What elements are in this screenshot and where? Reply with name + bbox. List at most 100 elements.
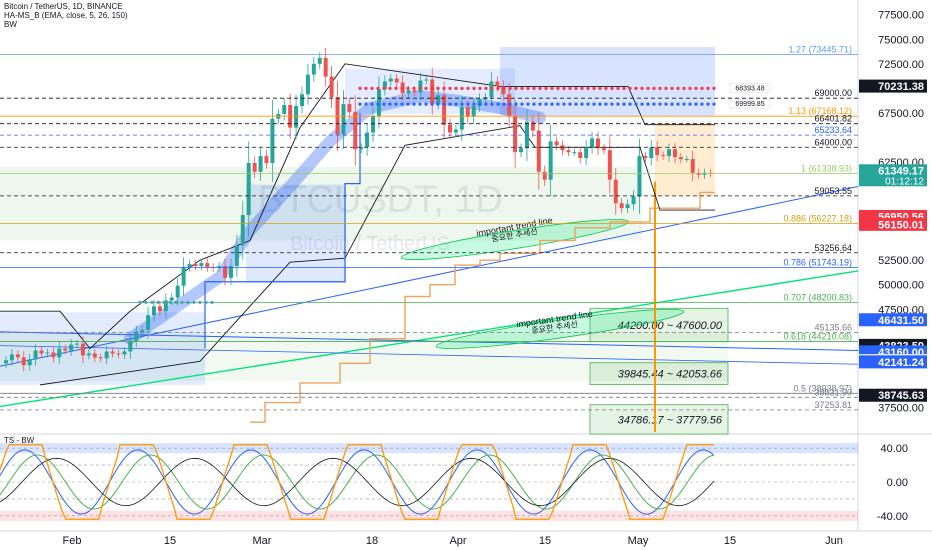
candle — [661, 155, 666, 157]
dotted-level-marker — [412, 86, 416, 90]
candle — [300, 94, 304, 107]
candle — [566, 150, 571, 153]
price-zone-label-3: 34786.17 ~ 37779.56 — [618, 414, 723, 426]
candle — [678, 157, 683, 160]
dotted-level-marker — [592, 102, 596, 106]
dotted-level-marker — [592, 86, 596, 90]
indicator-tick-label: -40.00 — [877, 511, 908, 523]
candle — [649, 147, 654, 159]
level-label: 1 (61338.93) — [801, 163, 852, 173]
price-tick-label: 67500.00 — [878, 108, 924, 120]
price-badge-label: 42141.24 — [878, 357, 925, 369]
dotted-level-label-1: 69999.85 — [735, 101, 764, 108]
candle — [63, 348, 68, 351]
candle — [21, 357, 26, 366]
dotted-level-marker — [700, 86, 704, 90]
dotted-level-marker — [490, 102, 494, 106]
candle — [329, 76, 334, 98]
candle — [199, 263, 204, 267]
zone-green-upper — [0, 166, 642, 241]
dotted-level-marker — [688, 86, 692, 90]
dotted-level-marker — [544, 102, 548, 106]
dotted-level-marker — [466, 86, 470, 90]
dotted-level-marker — [394, 86, 398, 90]
dotted-level-marker — [652, 102, 656, 106]
dotted-level-marker — [688, 102, 692, 106]
dotted-level-marker — [622, 102, 626, 106]
dotted-level-marker — [376, 102, 380, 106]
dotted-level-marker — [676, 86, 680, 90]
dotted-level-marker — [712, 86, 716, 90]
dotted-level-marker — [514, 86, 518, 90]
dotted-level-marker — [466, 102, 470, 106]
last-price-label: 61349.17 — [878, 165, 924, 177]
candle — [128, 340, 133, 352]
dotted-level-marker — [646, 86, 650, 90]
dotted-level-marker — [430, 102, 434, 106]
dotted-level-marker — [406, 102, 410, 106]
dotted-level-marker — [400, 102, 404, 106]
dotted-level-marker — [544, 86, 548, 90]
dotted-level-marker — [430, 86, 434, 90]
candle — [394, 78, 399, 83]
candle — [376, 89, 381, 116]
dotted-level-marker — [712, 102, 716, 106]
candle — [382, 81, 387, 90]
candle — [240, 215, 245, 246]
candle — [246, 162, 251, 216]
candle — [92, 353, 97, 358]
level-label: 0.786 (51743.19) — [783, 258, 852, 268]
indicator-line-orange — [0, 444, 714, 520]
candle — [193, 264, 198, 267]
dotted-level-marker — [628, 102, 632, 106]
dotted-level-marker — [658, 102, 662, 106]
dotted-level-marker — [382, 86, 386, 90]
level-label: 0.707 (48200.83) — [783, 292, 852, 302]
indicator-legend-ha-ms: HA-MS_B (EMA, close, 5, 26, 150) — [4, 11, 128, 20]
candle — [371, 115, 376, 133]
dotted-level-marker — [514, 102, 518, 106]
dotted-level-marker — [472, 86, 476, 90]
dotted-level-marker — [496, 102, 500, 106]
time-axis-label: Apr — [449, 535, 466, 547]
dotted-level-marker — [664, 102, 668, 106]
time-axis-label: Feb — [63, 535, 82, 547]
candle — [122, 351, 127, 355]
candle — [181, 267, 186, 286]
time-axis-label: Jun — [825, 535, 843, 547]
dotted-level-marker — [664, 86, 668, 90]
candle — [347, 104, 352, 112]
price-badge — [859, 355, 927, 369]
support-step-line — [250, 191, 715, 423]
candle — [643, 156, 648, 159]
candle — [27, 359, 32, 366]
candle — [223, 266, 228, 278]
dotted-level-marker — [700, 102, 704, 106]
dotted-level-marker — [358, 86, 362, 90]
candle — [418, 80, 423, 93]
dotted-level-marker — [580, 102, 584, 106]
candle — [625, 204, 630, 209]
dotted-level-badge-1 — [729, 98, 771, 109]
dotted-level-marker — [598, 86, 602, 90]
dotted-level-marker — [364, 86, 368, 90]
candle — [501, 86, 506, 95]
level-label: 69000.00 — [814, 88, 852, 98]
candle — [311, 63, 316, 75]
price-badge — [859, 313, 927, 327]
dotted-level-marker — [682, 86, 686, 90]
candle — [258, 156, 263, 172]
dotted-level-marker — [556, 102, 560, 106]
candle — [584, 147, 589, 159]
candle — [305, 74, 310, 95]
candle — [134, 331, 139, 341]
dotted-level-marker — [508, 102, 512, 106]
dotted-level-marker — [640, 102, 644, 106]
dotted-level-marker — [418, 102, 422, 106]
dotted-level-marker — [616, 86, 620, 90]
price-tick-label: 37500.00 — [878, 402, 924, 414]
candle — [471, 106, 476, 117]
candle — [140, 329, 145, 332]
last-price-countdown: 01:12:12 — [885, 176, 924, 187]
